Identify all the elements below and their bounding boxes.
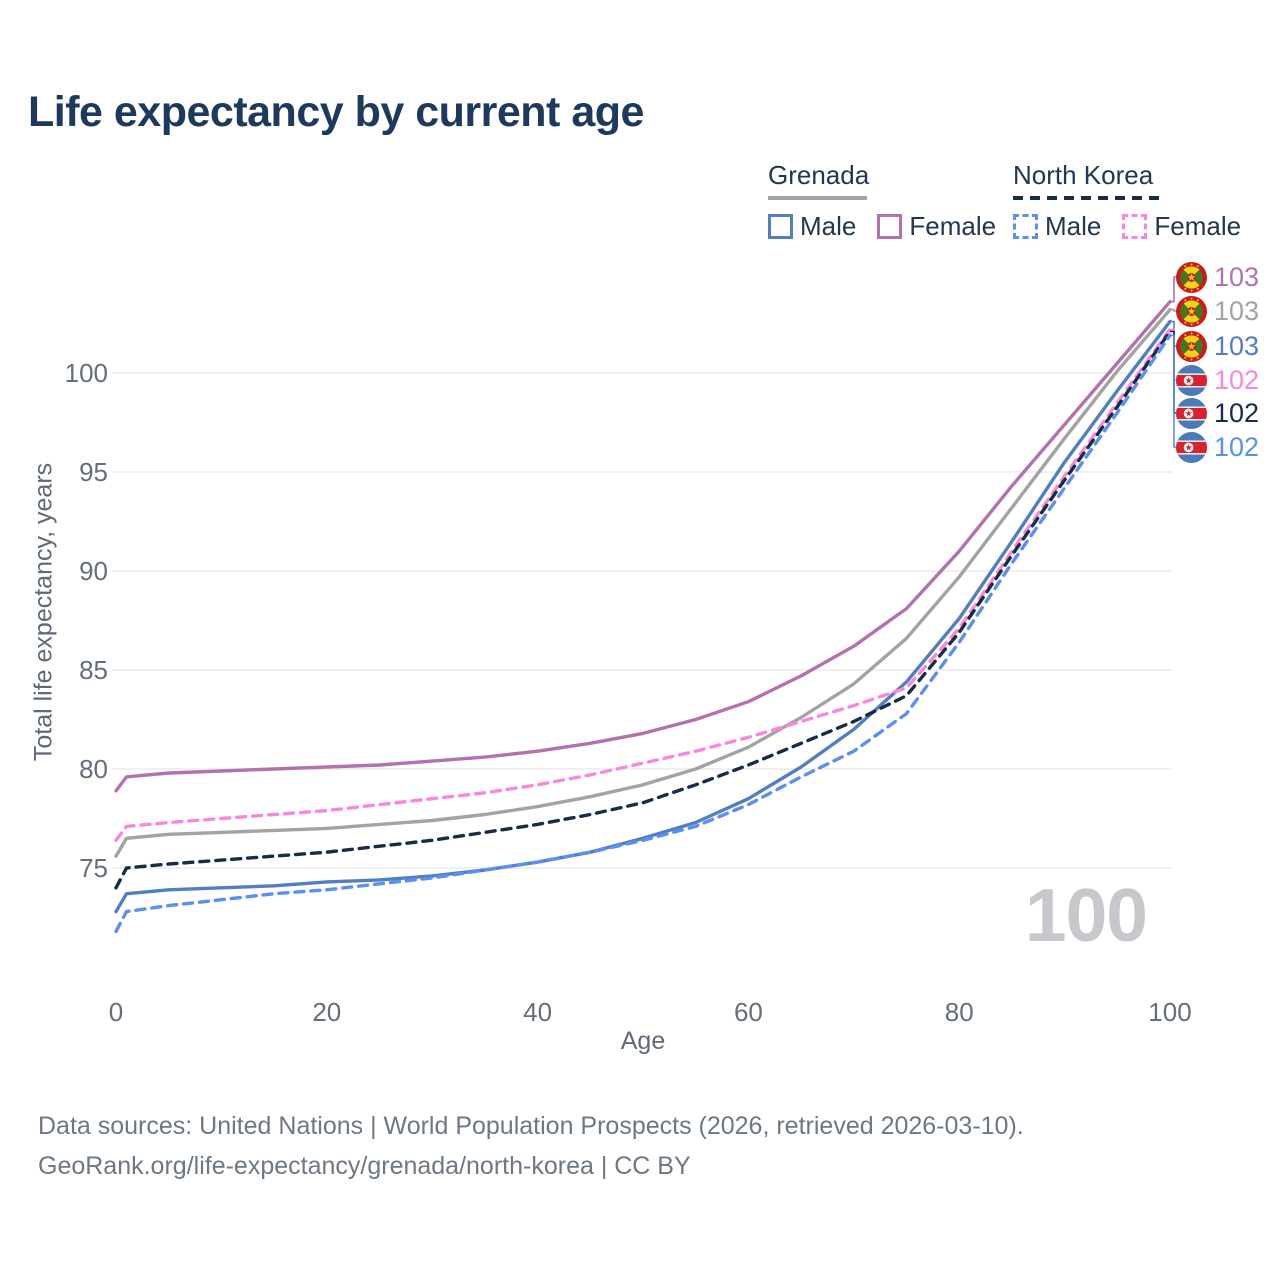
endpoint-value: 102 bbox=[1214, 397, 1260, 428]
y-tick-label-80: 80 bbox=[79, 754, 108, 784]
endpoint-label-row: 103 bbox=[1176, 330, 1260, 362]
legend-group-north-korea: North Korea Male Female bbox=[1013, 160, 1241, 242]
grenada-flag-icon bbox=[1176, 331, 1207, 362]
y-tick-label-85: 85 bbox=[79, 655, 108, 685]
legend-country-grenada[interactable]: Grenada bbox=[768, 160, 870, 190]
north-korea-flag-icon bbox=[1176, 432, 1207, 463]
endpoint-label-row: 103 bbox=[1176, 261, 1260, 293]
footer-attribution-url: GeoRank.org/life-expectancy/grenada/nort… bbox=[38, 1152, 691, 1180]
endpoint-label-row: 102 bbox=[1176, 397, 1260, 429]
grenada-line-swatch bbox=[768, 196, 867, 200]
north-korea-flag-icon bbox=[1176, 365, 1207, 396]
series-line-north-korea-male[interactable] bbox=[114, 333, 1172, 934]
legend-swatch-north-korea-male[interactable] bbox=[1013, 214, 1038, 239]
x-tick-label-0: 0 bbox=[109, 997, 123, 1027]
series-line-grenada-female[interactable] bbox=[114, 300, 1172, 793]
series-line-grenada-both-sexes[interactable] bbox=[114, 307, 1172, 858]
series-line-north-korea-female[interactable] bbox=[114, 327, 1172, 842]
hover-age-watermark: 100 bbox=[1024, 873, 1148, 957]
endpoint-value: 103 bbox=[1214, 295, 1260, 326]
endpoint-value: 103 bbox=[1214, 261, 1260, 292]
legend-country-north-korea[interactable]: North Korea bbox=[1013, 160, 1154, 190]
y-tick-label-75: 75 bbox=[79, 853, 108, 883]
legend-swatch-north-korea-female[interactable] bbox=[1122, 214, 1148, 239]
north-korea-flag-icon bbox=[1176, 398, 1207, 429]
endpoint-label-row: 102 bbox=[1176, 431, 1260, 463]
page-title: Life expectancy by current age bbox=[28, 88, 644, 136]
x-tick-label-100: 100 bbox=[1148, 997, 1191, 1027]
x-tick-label-80: 80 bbox=[945, 997, 974, 1027]
legend-label-north-korea-female[interactable]: Female bbox=[1154, 211, 1242, 241]
endpoint-label-row: 102 bbox=[1176, 364, 1260, 396]
y-axis-title: Total life expectancy, years bbox=[29, 462, 58, 762]
y-tick-label-100: 100 bbox=[65, 358, 108, 388]
legend-swatch-grenada-male[interactable] bbox=[768, 214, 793, 239]
grenada-flag-icon bbox=[1176, 296, 1207, 327]
x-tick-label-20: 20 bbox=[312, 997, 341, 1027]
endpoint-value: 102 bbox=[1214, 364, 1260, 395]
legend-group-grenada: Grenada Male Female bbox=[768, 160, 996, 242]
series-line-north-korea-both-sexes[interactable] bbox=[114, 329, 1172, 890]
footer-data-sources: Data sources: United Nations | World Pop… bbox=[38, 1112, 1024, 1140]
endpoint-value: 102 bbox=[1214, 431, 1260, 462]
legend-label-grenada-female[interactable]: Female bbox=[909, 211, 997, 241]
footer: Data sources: United Nations | World Pop… bbox=[38, 1106, 1024, 1186]
x-tick-label-40: 40 bbox=[523, 997, 552, 1027]
legend-swatch-grenada-female[interactable] bbox=[877, 214, 903, 239]
x-axis-title: Age bbox=[620, 1027, 666, 1055]
y-tick-label-95: 95 bbox=[79, 457, 108, 487]
x-tick-label-60: 60 bbox=[734, 997, 763, 1027]
series-line-grenada-male[interactable] bbox=[114, 319, 1172, 914]
endpoint-label-row: 103 bbox=[1176, 295, 1260, 327]
endpoint-value: 103 bbox=[1214, 330, 1260, 361]
legend-label-grenada-male[interactable]: Male bbox=[800, 211, 857, 241]
north-korea-line-swatch bbox=[1013, 196, 1164, 200]
legend-label-north-korea-male[interactable]: Male bbox=[1045, 211, 1102, 241]
grenada-flag-icon bbox=[1176, 262, 1207, 293]
y-tick-label-90: 90 bbox=[79, 556, 108, 586]
